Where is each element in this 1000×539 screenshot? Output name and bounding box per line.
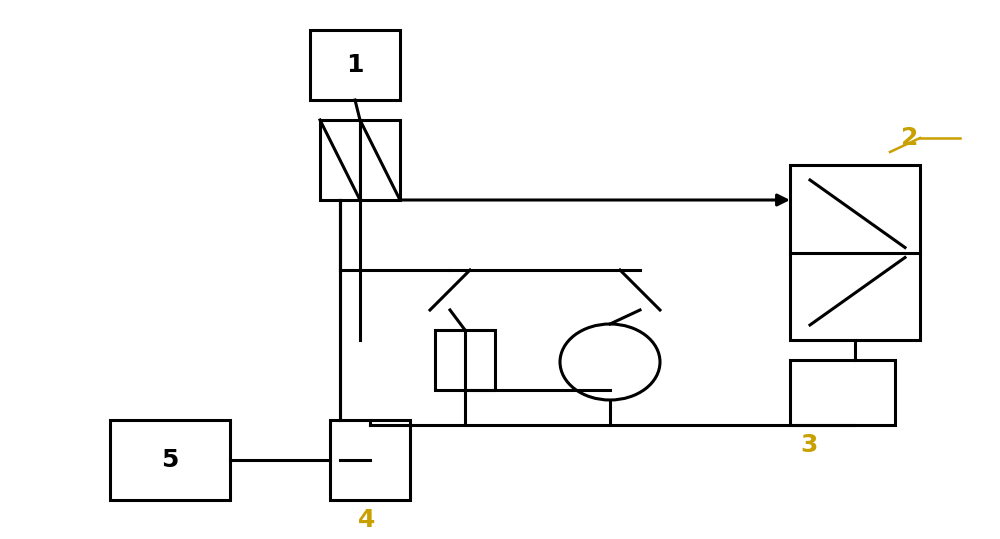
Text: 3: 3 — [800, 433, 817, 457]
Bar — [790, 360, 895, 425]
Text: 4: 4 — [358, 508, 376, 532]
Ellipse shape — [560, 324, 660, 400]
Bar — [110, 420, 230, 500]
Bar — [435, 330, 495, 390]
Bar — [330, 420, 410, 500]
Bar — [320, 120, 360, 200]
Text: 1: 1 — [346, 53, 364, 77]
Bar — [790, 165, 920, 340]
Text: 5: 5 — [161, 448, 179, 472]
Text: 2: 2 — [901, 126, 919, 150]
Bar — [360, 120, 400, 200]
Bar — [310, 30, 400, 100]
